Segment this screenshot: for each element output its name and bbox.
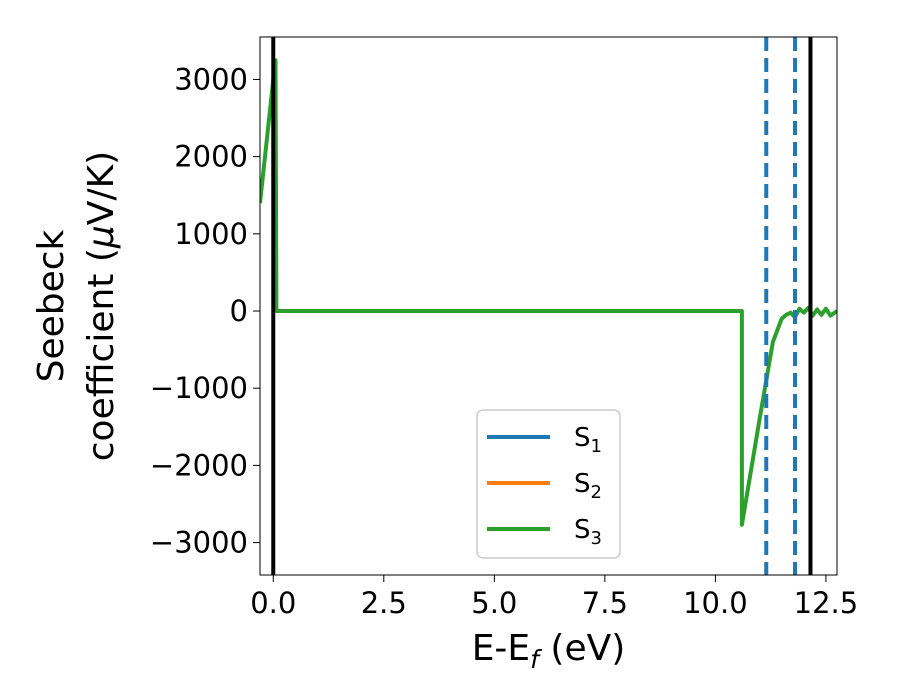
plot-frame	[259, 36, 838, 576]
y-tick-label: 3000	[174, 62, 248, 96]
y-tick-label: −1000	[150, 371, 248, 405]
x-tick-label: 7.5	[582, 586, 628, 620]
legend: S1 S2 S3	[476, 409, 621, 559]
plot-area	[260, 37, 837, 575]
y-tick-label: 1000	[174, 217, 248, 251]
series-line-3	[260, 58, 837, 527]
axes: 0.0 2.5 5.0 7.5 10.0 12.5 −3000 −2000 −1000 0 1000…	[31, 36, 859, 674]
legend-label-2: S2	[574, 469, 602, 503]
x-tick-label: 5.0	[471, 586, 517, 620]
y-axis-label-line2: coefficient (μV/K)	[81, 151, 122, 461]
y-tick-label: 2000	[174, 140, 248, 174]
y-tick-label: −3000	[150, 526, 248, 560]
x-tick-label: 12.5	[794, 586, 859, 620]
legend-label-3: S3	[574, 515, 602, 549]
x-tick-label: 10.0	[683, 586, 748, 620]
x-tick-label: 2.5	[361, 586, 407, 620]
y-tick-label: −2000	[150, 448, 248, 482]
x-axis-label: E-Ef (eV)	[472, 628, 626, 674]
y-axis-label-line1: Seebeck	[31, 229, 72, 382]
legend-label-1: S1	[574, 423, 602, 457]
x-tick-label: 0.0	[250, 586, 296, 620]
y-tick-label: 0	[230, 294, 248, 328]
